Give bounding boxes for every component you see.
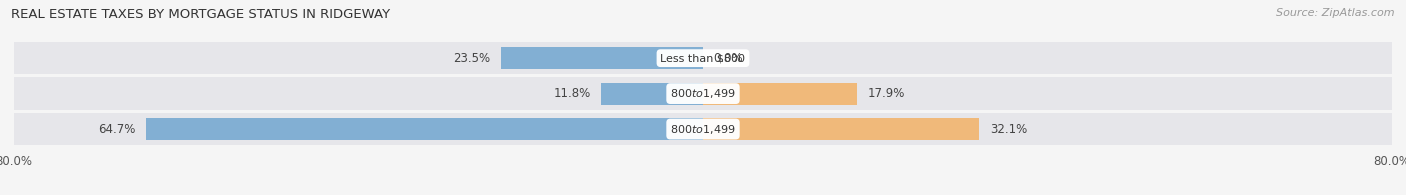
Bar	[501, 47, 703, 69]
Text: 32.1%: 32.1%	[990, 122, 1026, 136]
Bar	[703, 83, 858, 105]
Text: Source: ZipAtlas.com: Source: ZipAtlas.com	[1277, 8, 1395, 18]
Text: Less than $800: Less than $800	[661, 53, 745, 63]
Text: 11.8%: 11.8%	[554, 87, 591, 100]
Text: $800 to $1,499: $800 to $1,499	[671, 87, 735, 100]
Text: 64.7%: 64.7%	[98, 122, 135, 136]
Bar	[602, 83, 703, 105]
Text: 0.0%: 0.0%	[713, 52, 742, 65]
Text: REAL ESTATE TAXES BY MORTGAGE STATUS IN RIDGEWAY: REAL ESTATE TAXES BY MORTGAGE STATUS IN …	[11, 8, 391, 21]
Text: 23.5%: 23.5%	[453, 52, 491, 65]
Bar	[703, 118, 980, 140]
Text: 17.9%: 17.9%	[868, 87, 905, 100]
Bar	[14, 77, 1392, 110]
Bar	[14, 113, 1392, 145]
Bar	[14, 42, 1392, 74]
Text: $800 to $1,499: $800 to $1,499	[671, 122, 735, 136]
Bar	[146, 118, 703, 140]
